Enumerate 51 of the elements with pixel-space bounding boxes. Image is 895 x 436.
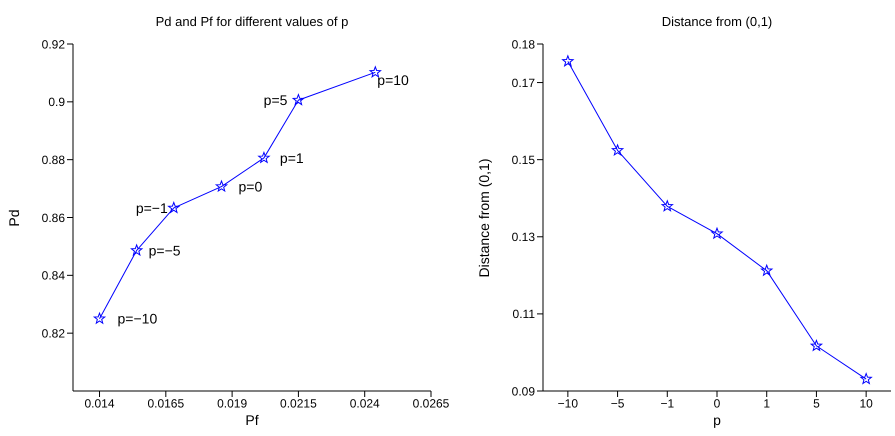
chart-title: Pd and Pf for different values of p	[154, 14, 350, 29]
x-axis-title: p	[712, 412, 722, 428]
y-axis-title: Distance from (0,1)	[476, 158, 492, 278]
y-tick-label: 0.15	[512, 152, 536, 167]
point	[810, 340, 822, 351]
chart-title: Distance from (0,1)	[660, 14, 774, 29]
x-tick-label: 0.0215	[280, 396, 318, 411]
y-tick-label: 0.09	[512, 384, 536, 398]
y-tick-label: 0.11	[512, 307, 536, 322]
x-tick-label: 0.024	[350, 396, 380, 411]
point	[292, 94, 304, 106]
point	[94, 312, 106, 324]
x-tick-label: −5	[610, 396, 625, 411]
y-tick-label: 0.18	[512, 37, 536, 52]
annotation: p=−10	[118, 310, 158, 327]
annotation: p=−1	[136, 200, 168, 216]
x-tick-label: −1	[660, 396, 674, 411]
x-axis-title: Pf	[244, 412, 260, 428]
y-tick-label: 0.88	[42, 152, 66, 167]
y-tick-label: 0.17	[512, 76, 536, 90]
y-axis-title: Pd	[6, 208, 22, 226]
y-tick-label: 0.82	[42, 326, 66, 340]
annotation: p=−5	[148, 242, 181, 258]
point	[130, 244, 142, 256]
x-tick-label: 5	[813, 396, 820, 411]
point	[760, 264, 772, 276]
point	[168, 202, 180, 213]
y-tick-label: 0.84	[42, 268, 66, 283]
x-tick-label: 0.0165	[147, 396, 184, 411]
point	[662, 200, 674, 212]
point	[612, 144, 624, 156]
y-tick-label: 0.86	[42, 210, 66, 225]
x-tick-label: 0.014	[84, 396, 115, 411]
x-tick-label: 0	[714, 396, 721, 411]
point	[258, 152, 270, 163]
annotation: p=10	[377, 72, 410, 88]
x-tick-label: 0.019	[217, 396, 248, 411]
annotation: p=0	[238, 178, 262, 194]
point	[860, 373, 872, 384]
x-tick-label: 0.0265	[412, 396, 450, 411]
point	[562, 55, 574, 66]
y-tick-label: 0.13	[512, 230, 536, 244]
point	[711, 228, 723, 239]
annotation: p=5	[264, 92, 288, 108]
point	[216, 180, 228, 192]
y-tick-label: 0.92	[42, 37, 66, 52]
x-tick-label: −10	[558, 396, 578, 411]
x-tick-label: 10	[859, 396, 874, 411]
x-tick-label: 1	[763, 396, 770, 411]
y-tick-label: 0.9	[48, 95, 66, 110]
annotation: p=1	[280, 150, 304, 166]
